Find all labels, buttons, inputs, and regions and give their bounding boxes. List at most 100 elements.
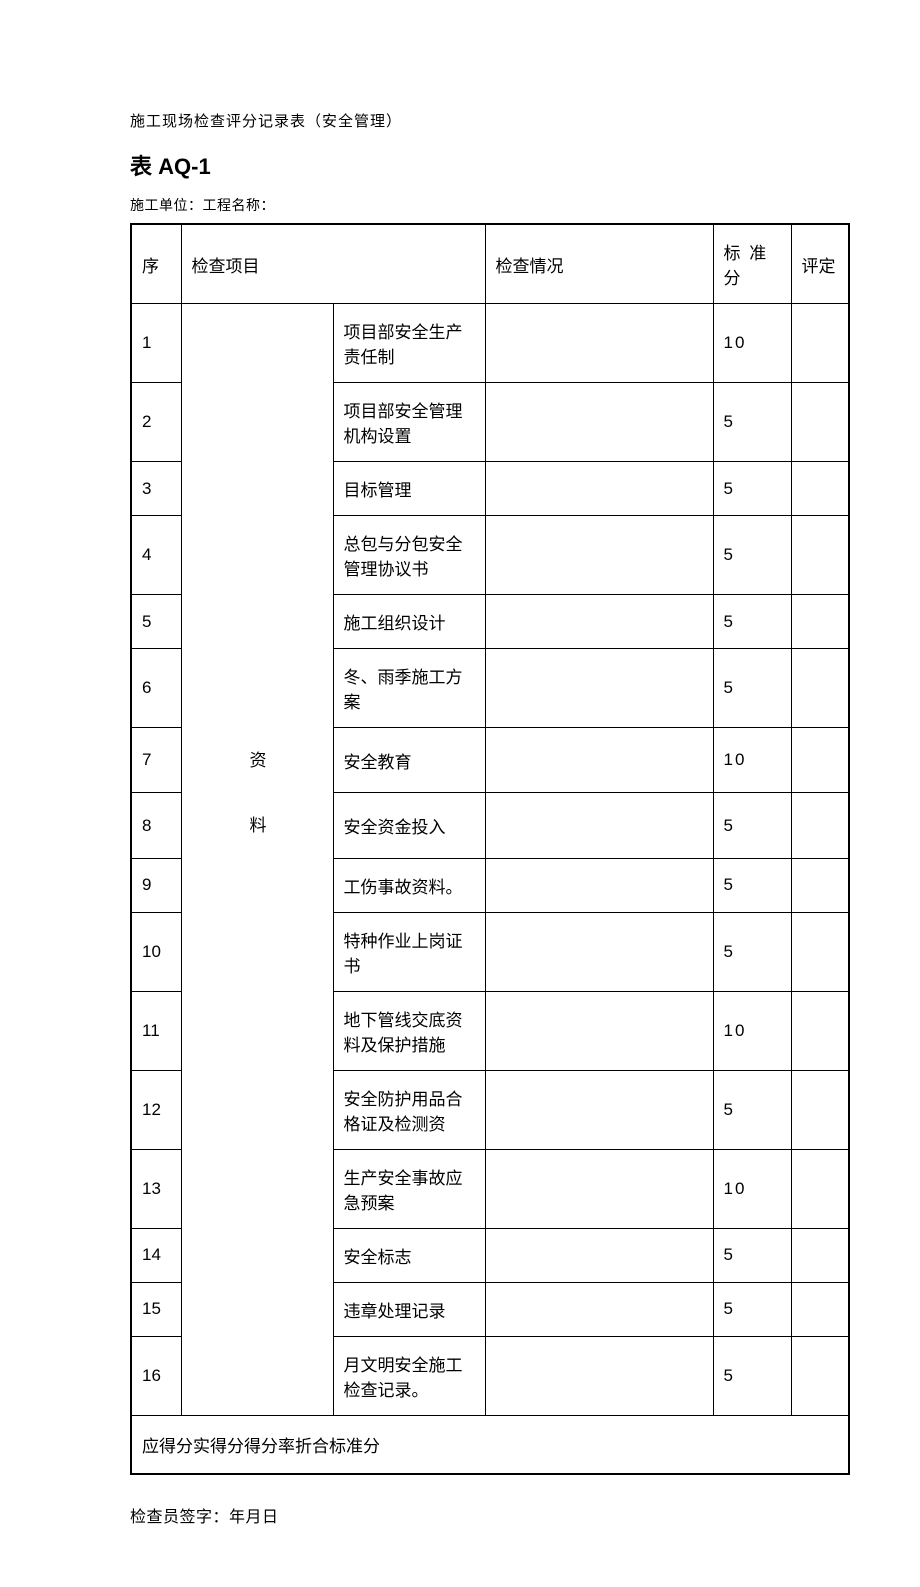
cell-item: 施工组织设计 [333, 595, 485, 649]
cell-seq: 5 [131, 595, 181, 649]
cell-eval [791, 858, 849, 912]
cell-eval [791, 1149, 849, 1228]
cell-status [485, 516, 713, 595]
cell-item: 月文明安全施工检查记录。 [333, 1336, 485, 1415]
cell-seq: 2 [131, 383, 181, 462]
cell-status [485, 858, 713, 912]
cell-seq: 9 [131, 858, 181, 912]
cell-eval [791, 516, 849, 595]
cell-item: 工伤事故资料。 [333, 858, 485, 912]
cell-status [485, 1149, 713, 1228]
cell-score: 5 [713, 516, 791, 595]
cell-category-lower [181, 858, 333, 1415]
cell-seq: 11 [131, 991, 181, 1070]
cell-status [485, 991, 713, 1070]
cell-status [485, 383, 713, 462]
cell-status [485, 1070, 713, 1149]
cell-seq: 4 [131, 516, 181, 595]
cell-item: 特种作业上岗证书 [333, 912, 485, 991]
cell-item: 项目部安全生产责任制 [333, 304, 485, 383]
cell-item: 项目部安全管理机构设置 [333, 383, 485, 462]
cell-score: 5 [713, 912, 791, 991]
cell-seq: 12 [131, 1070, 181, 1149]
cell-category-char-2: 料 [181, 793, 333, 858]
cell-seq: 8 [131, 793, 181, 858]
header-eval: 评定 [791, 224, 849, 304]
cell-eval [791, 595, 849, 649]
cell-status [485, 1228, 713, 1282]
cell-item: 违章处理记录 [333, 1282, 485, 1336]
cell-score: 5 [713, 595, 791, 649]
footer-summary: 应得分实得分得分率折合标准分 [131, 1415, 849, 1474]
document-title: 施工现场检查评分记录表（安全管理） [130, 110, 850, 131]
cell-score: 5 [713, 1336, 791, 1415]
cell-eval [791, 991, 849, 1070]
cell-score: 10 [713, 304, 791, 383]
header-seq: 序 [131, 224, 181, 304]
cell-item: 安全防护用品合格证及检测资 [333, 1070, 485, 1149]
cell-eval [791, 1282, 849, 1336]
table-row: 1 项目部安全生产责任制 10 [131, 304, 849, 383]
table-footer-row: 应得分实得分得分率折合标准分 [131, 1415, 849, 1474]
cell-category-char-1: 资 [181, 728, 333, 793]
cell-seq: 14 [131, 1228, 181, 1282]
cell-score: 5 [713, 1070, 791, 1149]
cell-eval [791, 793, 849, 858]
table-row: 8 料 安全资金投入 5 [131, 793, 849, 858]
cell-item: 生产安全事故应急预案 [333, 1149, 485, 1228]
cell-score: 10 [713, 991, 791, 1070]
cell-item: 总包与分包安全管理协议书 [333, 516, 485, 595]
cell-status [485, 793, 713, 858]
cell-score: 5 [713, 383, 791, 462]
cell-item: 地下管线交底资料及保护措施 [333, 991, 485, 1070]
cell-score: 5 [713, 649, 791, 728]
cell-eval [791, 912, 849, 991]
header-status: 检查情况 [485, 224, 713, 304]
cell-score: 5 [713, 793, 791, 858]
table-row: 7 资 安全教育 10 [131, 728, 849, 793]
cell-eval [791, 1336, 849, 1415]
cell-status [485, 462, 713, 516]
cell-eval [791, 728, 849, 793]
unit-project-line: 施工单位：工程名称： [130, 195, 850, 215]
cell-eval [791, 1070, 849, 1149]
cell-seq: 3 [131, 462, 181, 516]
cell-score: 10 [713, 728, 791, 793]
cell-seq: 7 [131, 728, 181, 793]
cell-status [485, 1336, 713, 1415]
cell-score: 5 [713, 1228, 791, 1282]
cell-status [485, 304, 713, 383]
cell-category-upper [181, 304, 333, 728]
cell-item: 安全资金投入 [333, 793, 485, 858]
cell-eval [791, 304, 849, 383]
cell-status [485, 1282, 713, 1336]
table-row: 9 工伤事故资料。 5 [131, 858, 849, 912]
cell-score: 5 [713, 858, 791, 912]
cell-seq: 1 [131, 304, 181, 383]
signature-line: 检查员签字：年月日 [130, 1503, 850, 1527]
cell-score: 10 [713, 1149, 791, 1228]
inspection-table: 序 检查项目 检查情况 标 准 分 评定 1 项目部安全生产责任制 10 2 项… [130, 223, 850, 1475]
cell-eval [791, 383, 849, 462]
cell-seq: 10 [131, 912, 181, 991]
cell-status [485, 649, 713, 728]
cell-status [485, 595, 713, 649]
cell-score: 5 [713, 462, 791, 516]
cell-item: 冬、雨季施工方案 [333, 649, 485, 728]
cell-status [485, 728, 713, 793]
cell-seq: 16 [131, 1336, 181, 1415]
header-item: 检查项目 [181, 224, 485, 304]
cell-status [485, 912, 713, 991]
header-score: 标 准 分 [713, 224, 791, 304]
cell-eval [791, 462, 849, 516]
table-code: 表 AQ-1 [130, 149, 850, 181]
cell-item: 目标管理 [333, 462, 485, 516]
cell-item: 安全教育 [333, 728, 485, 793]
cell-item: 安全标志 [333, 1228, 485, 1282]
cell-seq: 15 [131, 1282, 181, 1336]
cell-score: 5 [713, 1282, 791, 1336]
cell-seq: 6 [131, 649, 181, 728]
cell-eval [791, 649, 849, 728]
cell-eval [791, 1228, 849, 1282]
table-header-row: 序 检查项目 检查情况 标 准 分 评定 [131, 224, 849, 304]
